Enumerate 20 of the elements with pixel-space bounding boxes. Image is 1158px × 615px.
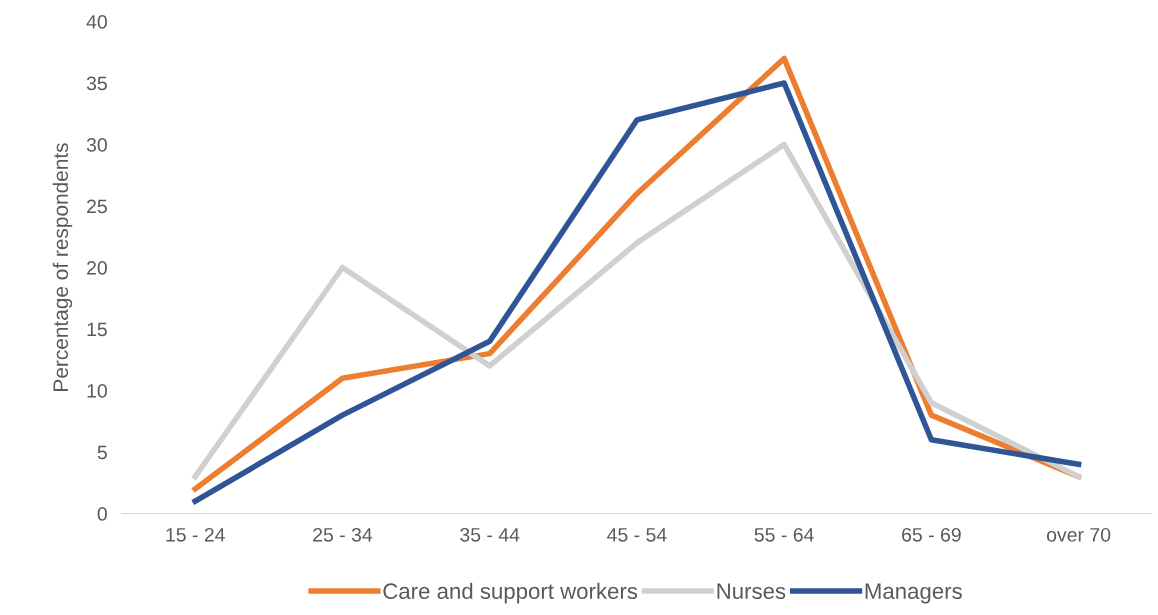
x-tick-label: 55 - 64 [754, 527, 814, 542]
y-tick-label: 35 [86, 76, 107, 91]
legend-label: Care and support workers [383, 582, 638, 604]
legend-label: Managers [865, 583, 962, 604]
x-tick-label: 35 - 44 [460, 527, 520, 542]
y-axis-title: Percentage of respondents [52, 143, 73, 391]
y-tick-label: 30 [86, 137, 107, 152]
y-tick-label: 15 [87, 322, 107, 337]
x-tick-label: over 70 [1046, 527, 1111, 542]
y-tick-label: 5 [97, 445, 107, 460]
y-tick-label: 25 [87, 199, 107, 214]
y-tick-label: 40 [86, 14, 107, 29]
x-tick-label: 65 - 69 [902, 527, 961, 542]
y-tick-label: 10 [87, 383, 107, 398]
y-tick-label: 0 [97, 506, 107, 521]
x-tick-label: 25 - 34 [313, 527, 373, 542]
y-tick-label: 20 [87, 260, 107, 275]
x-tick-label: 15 - 24 [166, 527, 225, 542]
legend-label: Nurses [717, 583, 786, 600]
x-tick-label: 45 - 54 [607, 528, 667, 542]
